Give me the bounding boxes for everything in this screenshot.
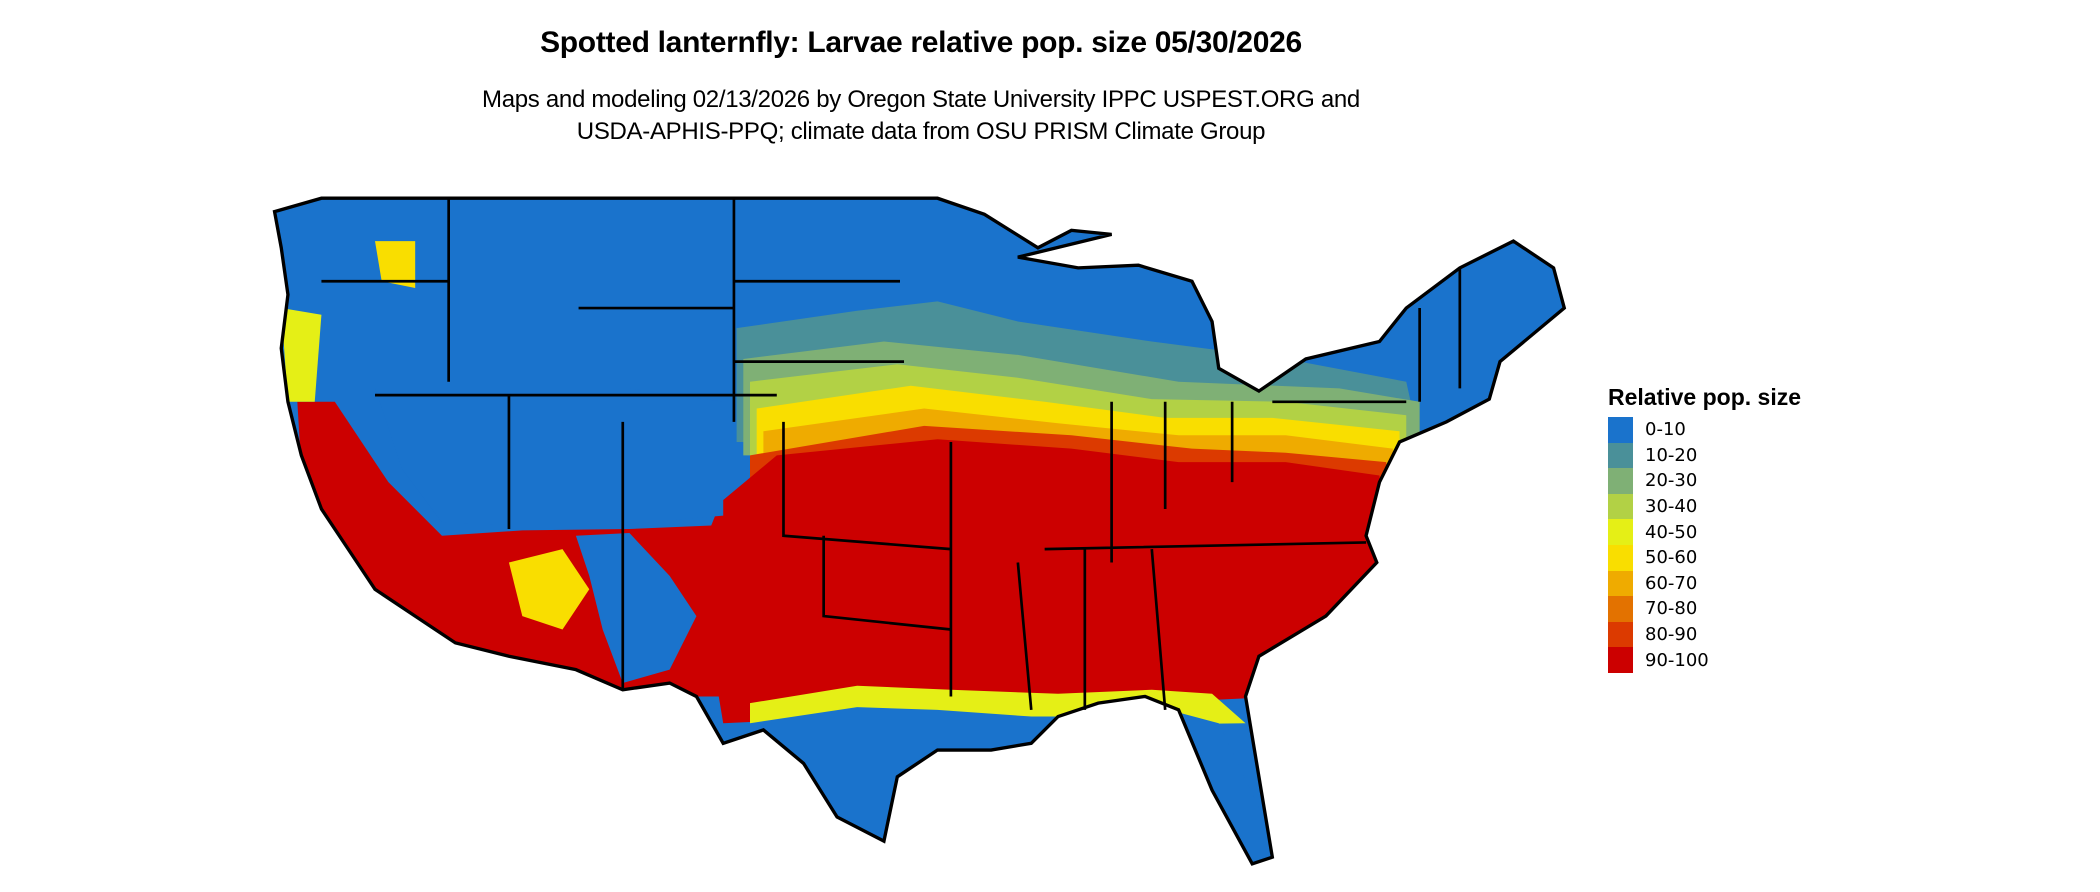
legend-swatch xyxy=(1608,621,1633,648)
legend-label: 30-40 xyxy=(1645,496,1698,518)
legend-swatch xyxy=(1608,596,1633,622)
legend: Relative pop. size 0-10 10-20 20-30 30-40 40… xyxy=(1608,384,1801,673)
zone-50-60-idaho xyxy=(375,241,416,288)
legend-item: 80-90 xyxy=(1608,621,1801,648)
legend-item: 70-80 xyxy=(1608,596,1801,622)
map-subtitle: Maps and modeling 02/13/2026 by Oregon S… xyxy=(0,84,1842,148)
subtitle-line-2: USDA-APHIS-PPQ; climate data from OSU PR… xyxy=(576,118,1266,145)
map-title: Spotted lanternfly: Larvae relative pop.… xyxy=(540,26,1302,59)
legend-label: 90-100 xyxy=(1645,649,1709,671)
legend-swatch xyxy=(1608,468,1633,494)
zone-90-100-east xyxy=(696,439,1393,724)
state-borders xyxy=(321,198,1462,710)
legend-item: 60-70 xyxy=(1608,570,1801,597)
legend-label: 80-90 xyxy=(1645,624,1698,646)
legend-swatch xyxy=(1608,570,1633,597)
zone-40-50-northwest xyxy=(281,308,322,402)
legend-swatch xyxy=(1608,417,1633,443)
legend-title: Relative pop. size xyxy=(1608,384,1802,410)
zone-50-60-southwest-patches xyxy=(508,549,590,630)
legend-swatch xyxy=(1608,544,1633,571)
legend-label: 40-50 xyxy=(1645,521,1698,543)
us-outline xyxy=(272,196,1567,866)
legend-label: 0-10 xyxy=(1645,419,1686,441)
legend-label: 60-70 xyxy=(1645,572,1698,594)
legend-item: 20-30 xyxy=(1608,468,1801,494)
legend-item: 50-60 xyxy=(1608,544,1801,571)
legend-item: 40-50 xyxy=(1608,519,1801,545)
legend-label: 50-60 xyxy=(1645,547,1698,569)
legend-item: 90-100 xyxy=(1608,647,1801,673)
legend-item: 0-10 xyxy=(1608,417,1801,443)
legend-item: 30-40 xyxy=(1608,493,1801,520)
zone-0-10-southwest-patches xyxy=(575,533,697,684)
legend-label: 20-30 xyxy=(1645,470,1698,492)
legend-label: 70-80 xyxy=(1645,598,1698,620)
legend-swatch xyxy=(1608,442,1633,469)
legend-item: 10-20 xyxy=(1608,442,1801,469)
subtitle-line-1: Maps and modeling 02/13/2026 by Oregon S… xyxy=(482,86,1360,113)
zone-0-10-mountain xyxy=(375,388,724,526)
legend-swatch xyxy=(1608,647,1633,673)
legend-label: 10-20 xyxy=(1645,444,1698,466)
legend-swatch xyxy=(1608,519,1633,545)
legend-swatch xyxy=(1608,493,1633,520)
